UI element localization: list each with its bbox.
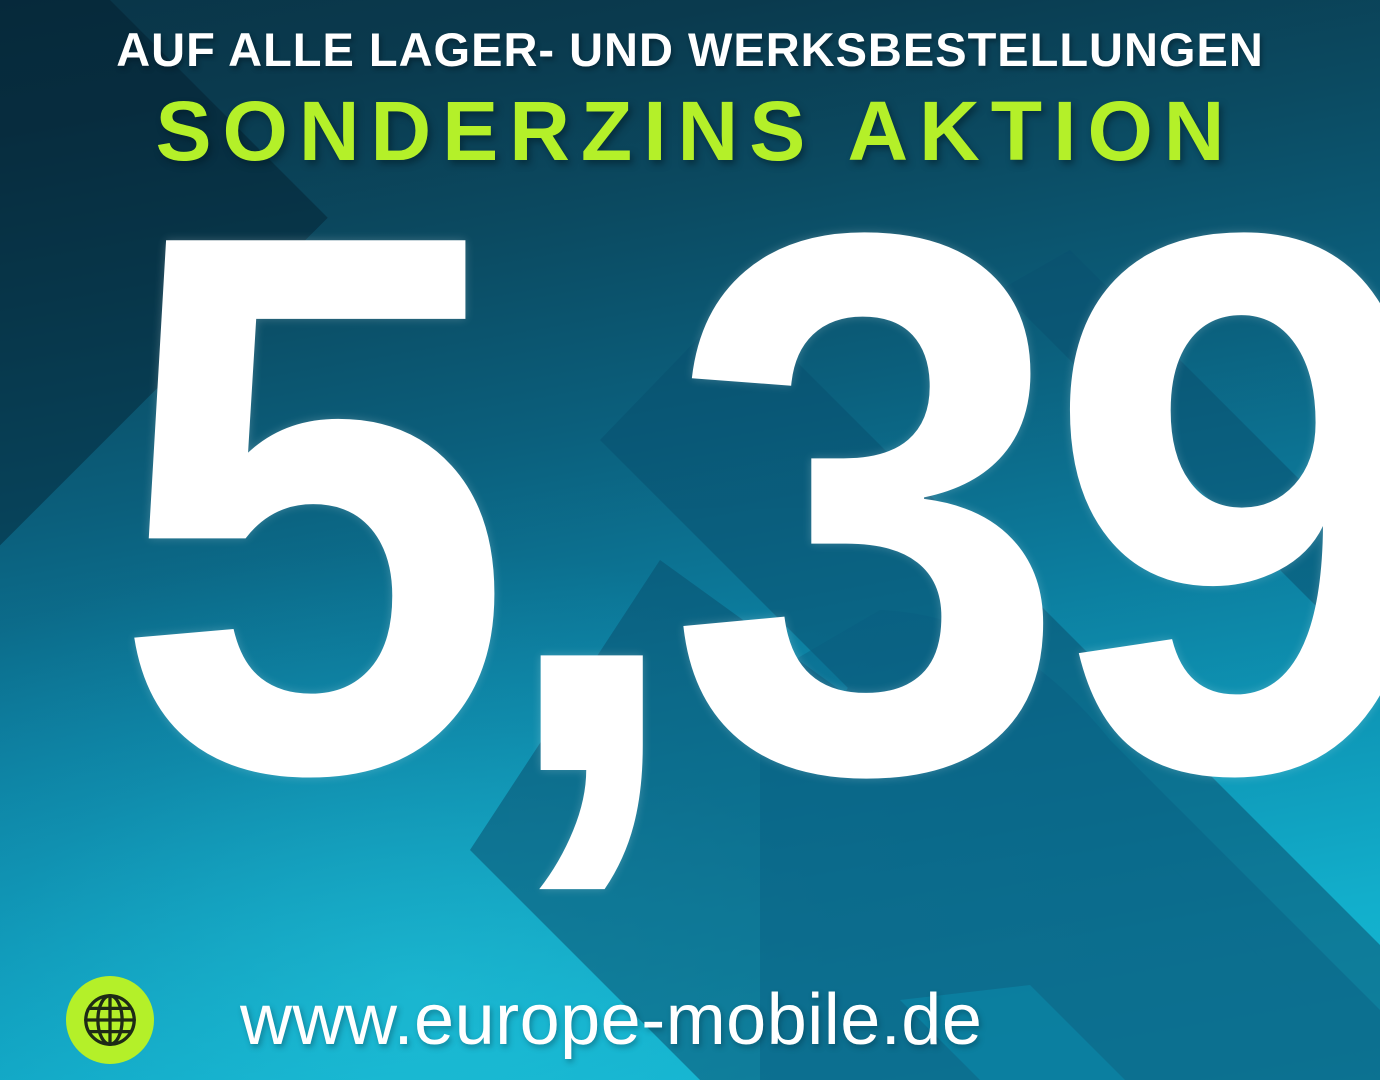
globe-badge [66,976,154,1064]
kicker-text: AUF ALLE LAGER- UND WERKSBESTELLUNGEN [116,23,1264,76]
globe-icon [84,994,136,1046]
page-title: SONDERZINS AKTION [155,84,1236,178]
website-url[interactable]: www.europe-mobile.de [240,980,983,1060]
headline-block: AUF ALLE LAGER- UND WERKSBESTELLUNGEN SO… [0,26,1380,173]
rate-value: 5,39 [112,74,1380,934]
rate-display: 5,39 % [112,74,1380,934]
footer-bar: www.europe-mobile.de [66,976,982,1064]
